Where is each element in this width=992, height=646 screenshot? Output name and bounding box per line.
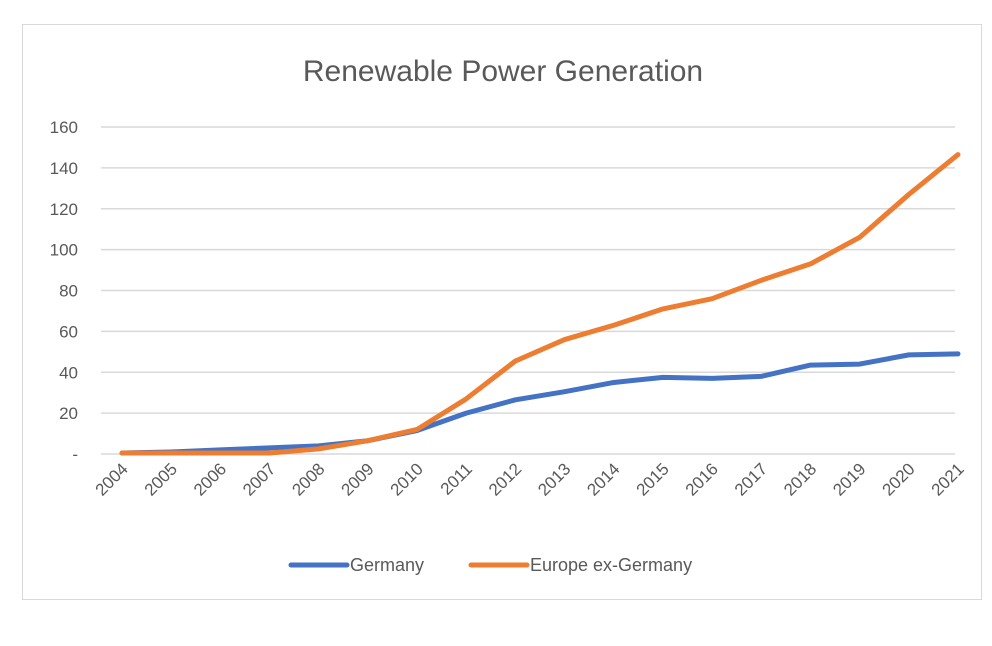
x-tick-label: 2008 — [288, 459, 328, 499]
x-tick-label: 2016 — [682, 459, 722, 499]
x-tick-label: 2007 — [239, 459, 279, 499]
chart-frame: Renewable Power Generation - 20 40 60 80 100 1… — [22, 24, 982, 600]
y-tick-label: 140 — [50, 159, 78, 178]
x-tick-label: 2021 — [928, 459, 968, 499]
series-line-0 — [119, 351, 961, 456]
series-lines — [119, 152, 961, 456]
gridlines — [101, 126, 955, 455]
x-tick-label: 2006 — [190, 459, 230, 499]
y-tick-label: 100 — [50, 241, 78, 260]
x-tick-label: 2004 — [92, 459, 132, 499]
y-tick-label: - — [72, 445, 78, 464]
x-tick-label: 2011 — [437, 459, 476, 498]
x-tick-label: 2017 — [731, 459, 771, 499]
x-tick-label: 2015 — [633, 459, 673, 499]
x-tick-label: 2018 — [780, 459, 820, 499]
x-tick-label: 2012 — [485, 459, 525, 499]
y-tick-label: 60 — [59, 322, 78, 341]
x-tick-label: 2019 — [829, 459, 869, 499]
y-tick-label: 80 — [59, 282, 78, 301]
x-tick-label: 2013 — [534, 459, 574, 499]
x-tick-label: 2009 — [338, 459, 378, 499]
y-tick-label: 20 — [59, 404, 78, 423]
x-tick-label: 2014 — [583, 459, 623, 499]
y-tick-label: 40 — [59, 363, 78, 382]
x-tick-label: 2020 — [878, 459, 918, 499]
chart-title: Renewable Power Generation — [303, 55, 703, 88]
y-tick-label: 120 — [50, 200, 78, 219]
legend: Germany Europe ex-Germany — [288, 555, 692, 575]
series-line-1 — [119, 152, 961, 456]
y-axis-ticks: - 20 40 60 80 100 120 140 160 — [50, 118, 78, 464]
x-tick-label: 2005 — [141, 459, 181, 499]
y-tick-label: 160 — [50, 118, 78, 137]
x-axis-ticks: 2004 2005 2006 2007 2008 2009 2010 2011 2012 2013… — [92, 459, 968, 499]
legend-label: Germany — [350, 555, 424, 575]
line-chart: Renewable Power Generation - 20 40 60 80 100 1… — [50, 55, 968, 575]
x-tick-label: 2010 — [387, 459, 427, 499]
legend-label: Europe ex-Germany — [530, 555, 692, 575]
